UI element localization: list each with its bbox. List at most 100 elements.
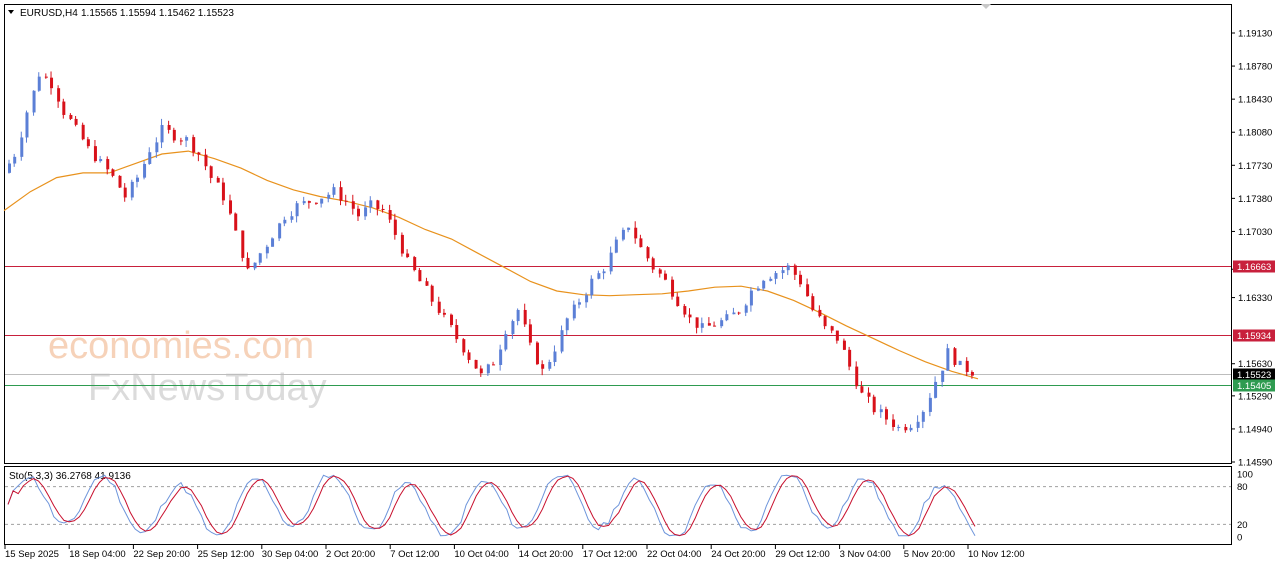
candle-body	[314, 202, 318, 204]
candle-body	[523, 309, 527, 325]
ma-line	[3, 150, 979, 380]
price-tick-label: 1.17730	[1238, 161, 1272, 172]
candle-body	[369, 200, 373, 208]
candle-body	[884, 409, 888, 420]
candle-body	[486, 364, 490, 374]
candle-body	[69, 114, 73, 119]
stoch-tick-label: 80	[1237, 482, 1248, 493]
candle-body	[823, 316, 827, 327]
candle-body	[953, 348, 957, 365]
chart-menu-icon[interactable]	[8, 10, 14, 14]
candle-body	[221, 182, 225, 201]
candle-body	[578, 302, 582, 305]
candle-body	[327, 194, 331, 199]
candle-body	[597, 273, 601, 279]
candle-body	[25, 112, 29, 138]
candle-body	[897, 426, 901, 428]
candle-body	[609, 252, 613, 272]
candle-body	[958, 360, 962, 365]
candle-body	[646, 247, 650, 259]
stoch-tick-label: 0	[1237, 533, 1242, 544]
candle-body	[172, 129, 176, 141]
candle-body	[602, 271, 606, 274]
time-tick-label: 7 Oct 12:00	[390, 549, 439, 560]
time-tick-label: 22 Oct 04:00	[647, 549, 701, 560]
time-tick-label: 17 Oct 12:00	[583, 549, 637, 560]
candle-body	[528, 324, 532, 343]
candle-body	[818, 309, 822, 317]
candle-body	[614, 239, 618, 253]
candle-body	[688, 314, 692, 318]
candle-body	[37, 76, 41, 91]
candle-body	[8, 163, 11, 173]
level-tag-resistance-low	[1233, 329, 1275, 342]
candle-body	[13, 156, 17, 164]
price-tick-label: 1.18780	[1238, 62, 1272, 73]
candle-body	[806, 284, 810, 297]
candle-body	[560, 330, 564, 352]
candle-body	[393, 219, 397, 235]
candle-body	[707, 323, 711, 326]
candle-body	[400, 234, 404, 254]
candle-body	[565, 318, 569, 331]
candle-body	[516, 309, 520, 322]
candle-body	[442, 312, 446, 315]
watermark-economies: economies.com	[48, 325, 314, 367]
candle-body	[683, 306, 687, 315]
stoch-tick-label: 20	[1237, 520, 1248, 531]
price-axis: 1.19130 1.18780 1.18430 1.18080 1.17730 1.173…	[1231, 29, 1272, 469]
stochastic-lines	[5, 474, 1231, 537]
candle-body	[786, 265, 790, 271]
candle-body	[93, 146, 97, 162]
ohlc-readout: 1.15565 1.15594 1.15462 1.15523	[81, 8, 234, 19]
candle-body	[179, 140, 183, 142]
candle-body	[639, 238, 643, 248]
candle-body	[479, 368, 483, 374]
price-tick-label: 1.19130	[1238, 29, 1272, 40]
price-tick-label: 1.15290	[1238, 391, 1272, 402]
candle-body	[781, 270, 785, 274]
time-tick-label: 3 Nov 04:00	[840, 549, 891, 560]
candle-body	[634, 227, 638, 239]
candle-body	[351, 201, 355, 209]
candle-body	[437, 301, 441, 313]
candle-body	[627, 227, 631, 230]
stoch-signal-line	[7, 475, 976, 537]
candle-body	[941, 370, 945, 382]
candle-body	[499, 349, 503, 365]
candle-body	[204, 154, 208, 167]
main-plot-frame	[4, 4, 1232, 464]
candle-body	[253, 262, 257, 269]
candle-body	[511, 321, 515, 335]
moving-average	[3, 150, 979, 380]
time-tick-label: 24 Oct 20:00	[711, 549, 765, 560]
time-axis: 15 Sep 2025 18 Sep 04:00 22 Sep 20:00 25 Se…	[4, 545, 1025, 560]
candle-body	[793, 265, 797, 275]
candle-body	[148, 152, 152, 164]
level-label-resistance-low: 1.15934	[1237, 331, 1271, 342]
candle-body	[381, 208, 385, 211]
scroll-marker-icon[interactable]	[981, 4, 991, 9]
price-tick-label: 1.18430	[1238, 95, 1272, 106]
candle-body	[143, 163, 147, 178]
candle-body	[307, 201, 311, 203]
candle-body	[835, 330, 839, 341]
candle-body	[811, 296, 815, 310]
candle-body	[848, 349, 852, 367]
candle-body	[430, 285, 434, 302]
price-tick-label: 1.14940	[1238, 424, 1272, 435]
watermark-fxnewstoday: FxNewsToday	[88, 367, 327, 409]
candle-body	[860, 386, 864, 393]
candle-body	[418, 270, 422, 282]
time-tick-label: 10 Oct 04:00	[454, 549, 508, 560]
candle-body	[123, 187, 127, 198]
candle-body	[590, 278, 594, 296]
level-label-current-price: 1.15523	[1237, 370, 1271, 381]
symbol-label: EURUSD,H4	[20, 8, 78, 19]
candle-body	[725, 314, 729, 321]
price-tick-label: 1.15630	[1238, 359, 1272, 370]
candle-body	[879, 409, 883, 413]
candle-body	[774, 273, 778, 279]
candle-body	[106, 159, 110, 170]
